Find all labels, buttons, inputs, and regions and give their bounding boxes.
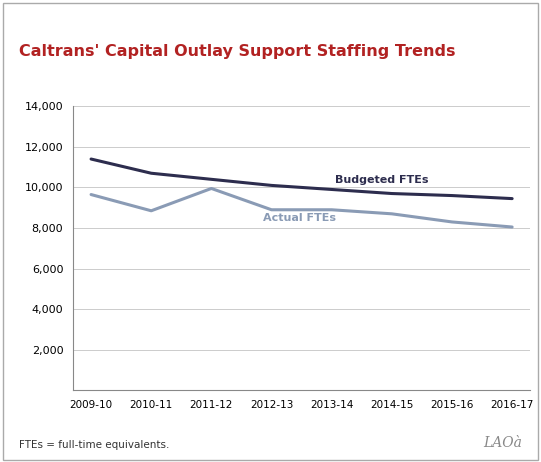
Text: Budgeted FTEs: Budgeted FTEs [335, 176, 428, 185]
Text: FTEs = full-time equivalents.: FTEs = full-time equivalents. [19, 440, 169, 450]
Text: LAOà: LAOà [483, 437, 522, 450]
Text: Caltrans' Capital Outlay Support Staffing Trends: Caltrans' Capital Outlay Support Staffin… [19, 44, 456, 59]
Text: Actual FTEs: Actual FTEs [262, 213, 335, 224]
Text: Figure 1: Figure 1 [18, 12, 76, 24]
